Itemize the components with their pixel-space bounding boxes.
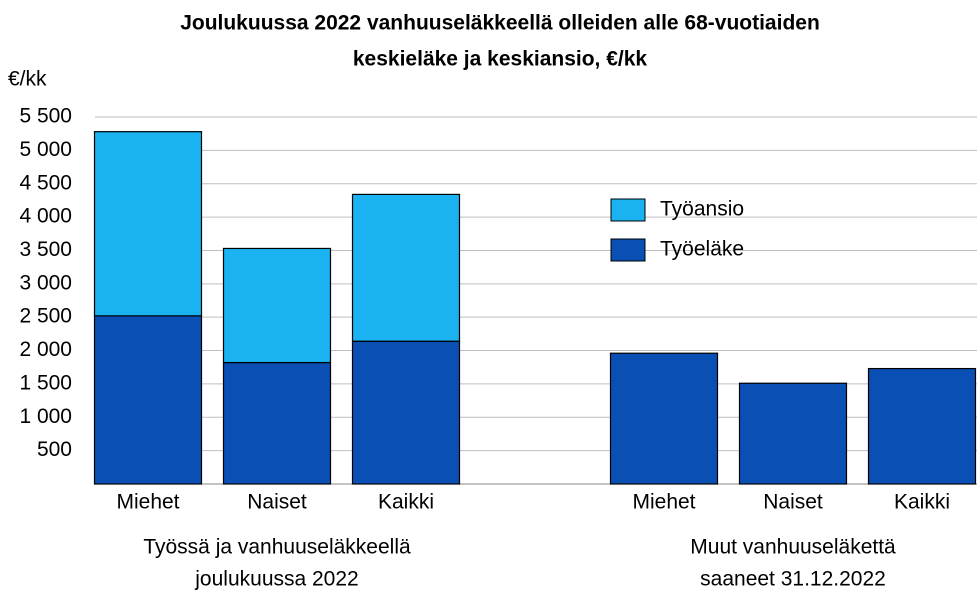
x-tick-label: Kaikki	[894, 491, 950, 514]
bar-segment	[93, 131, 203, 317]
bar-segment	[93, 315, 203, 485]
y-axis-label: €/kk	[8, 68, 47, 91]
bar-segment	[609, 352, 719, 485]
y-tick-label: 5 500	[19, 105, 72, 128]
y-tick-label: 500	[37, 438, 72, 461]
y-tick-label: 3 500	[19, 238, 72, 261]
group-label: Työssä ja vanhuuseläkkeellä	[143, 536, 411, 559]
bar-segment	[351, 193, 461, 342]
bar-segment	[222, 361, 332, 485]
y-tick-label: 5 000	[19, 138, 72, 161]
bar-segment	[351, 340, 461, 485]
legend-swatch	[610, 198, 646, 222]
legend-label: Työeläke	[660, 238, 744, 261]
y-tick-label: 3 000	[19, 271, 72, 294]
group-label: saaneet 31.12.2022	[700, 568, 886, 591]
x-tick-label: Naiset	[247, 491, 307, 514]
y-tick-label: 1 500	[19, 371, 72, 394]
y-tick-label: 4 500	[19, 171, 72, 194]
bar-segment	[222, 247, 332, 364]
y-tick-label: 2 000	[19, 338, 72, 361]
chart-title: keskieläke ja keskiansio, €/kk	[353, 48, 648, 71]
x-tick-label: Miehet	[116, 491, 179, 514]
x-tick-label: Miehet	[632, 491, 695, 514]
legend-label: Työansio	[660, 198, 744, 221]
legend-swatch	[610, 238, 646, 262]
x-tick-label: Naiset	[763, 491, 823, 514]
y-tick-label: 1 000	[19, 405, 72, 428]
group-label: joulukuussa 2022	[194, 568, 358, 591]
bar-segment	[867, 367, 977, 485]
bar-segment	[738, 382, 848, 485]
group-label: Muut vanhuuseläkettä	[690, 536, 896, 559]
x-tick-label: Kaikki	[378, 491, 434, 514]
chart-title: Joulukuussa 2022 vanhuuseläkkeellä ollei…	[180, 12, 820, 35]
y-tick-label: 4 000	[19, 205, 72, 228]
y-tick-label: 2 500	[19, 305, 72, 328]
